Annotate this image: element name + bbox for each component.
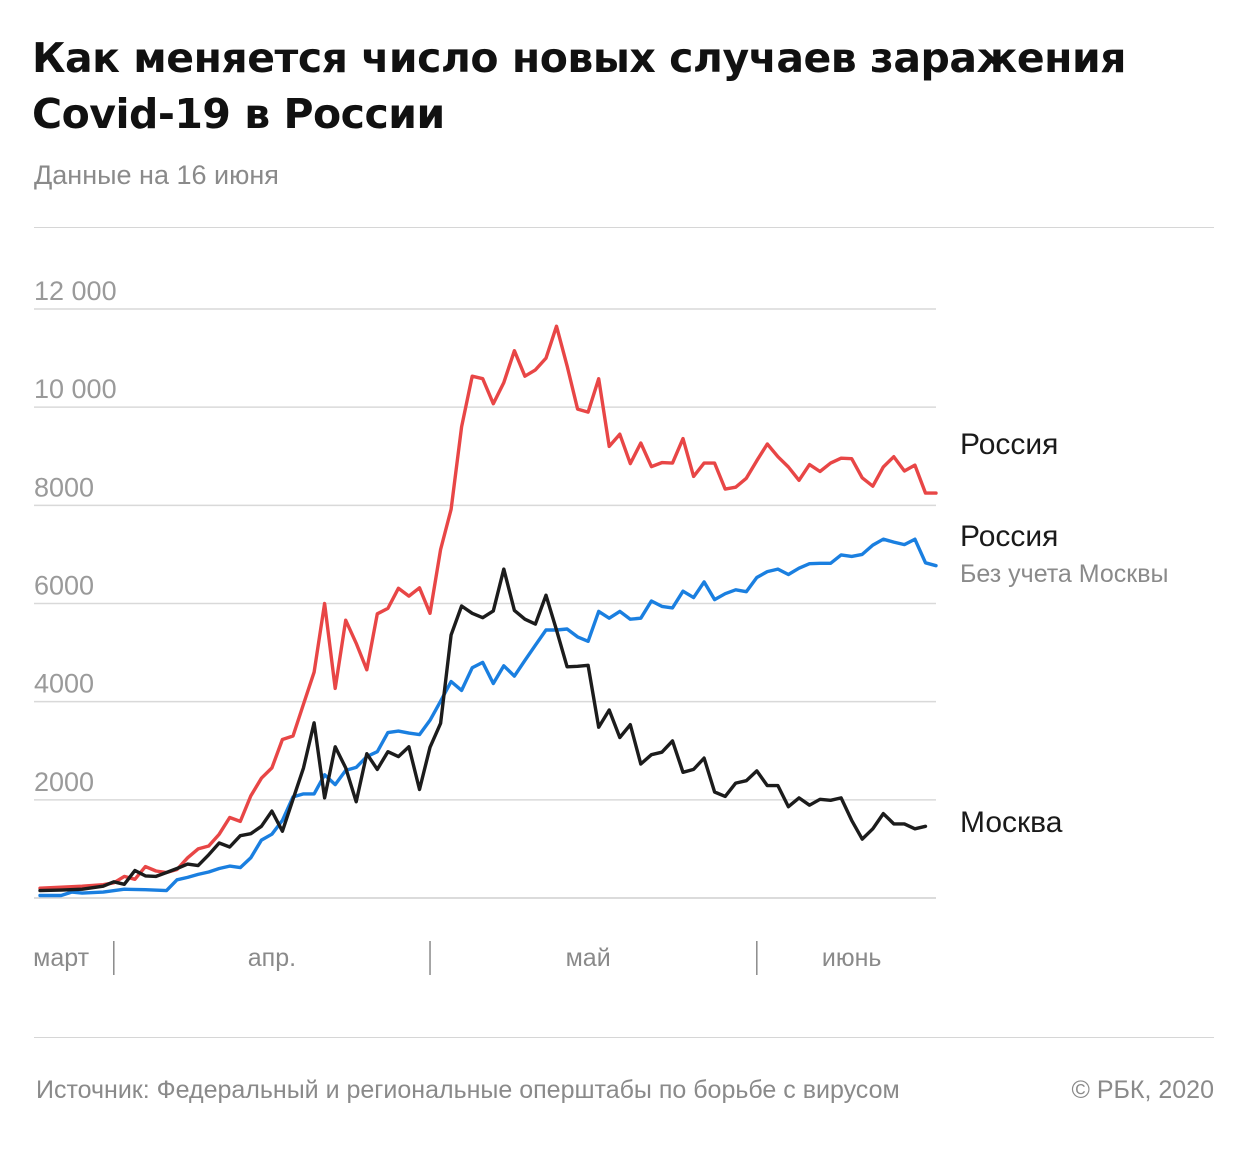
line-chart: 2000 4000 6000 8000 10 000 12 000 март апр. май…	[33, 276, 1168, 975]
x-axis-months: март апр. май июнь	[33, 941, 881, 975]
x-month-label: апр.	[248, 944, 296, 972]
y-tick-label: 8000	[34, 472, 94, 502]
series-line-moscow	[38, 567, 928, 893]
grid-lines	[34, 308, 936, 899]
x-month-label: май	[566, 944, 611, 972]
bottom-divider	[34, 1037, 1214, 1038]
top-divider	[34, 227, 1214, 228]
y-tick-label: 10 000	[34, 374, 117, 404]
copyright: © РБК, 2020	[1071, 1076, 1214, 1104]
x-month-label: март	[33, 944, 89, 972]
series-label-russia_excl_moscow: Россия	[960, 520, 1058, 553]
y-tick-label: 6000	[34, 571, 94, 601]
series-line-russia	[38, 324, 938, 890]
y-axis-labels: 2000 4000 6000 8000 10 000 12 000	[34, 276, 117, 797]
y-tick-label: 4000	[34, 669, 94, 699]
series-line-russia_excl_moscow	[38, 537, 938, 898]
source-note: Источник: Федеральный и региональные опе…	[36, 1076, 900, 1104]
y-tick-label: 12 000	[34, 276, 117, 306]
chart-subtitle: Данные на 16 июня	[34, 160, 279, 190]
series-label-russia: Россия	[960, 428, 1058, 461]
series-lines	[38, 324, 938, 898]
y-tick-label: 2000	[34, 767, 94, 797]
series-labels: Россия Россия Без учета Москвы Москва	[960, 428, 1168, 839]
series-sublabel-russia_excl_moscow: Без учета Москвы	[960, 560, 1168, 588]
x-month-label: июнь	[822, 944, 882, 972]
chart-title: Как меняется число новых случаев заражен…	[32, 34, 1127, 138]
series-label-moscow: Москва	[960, 806, 1063, 839]
